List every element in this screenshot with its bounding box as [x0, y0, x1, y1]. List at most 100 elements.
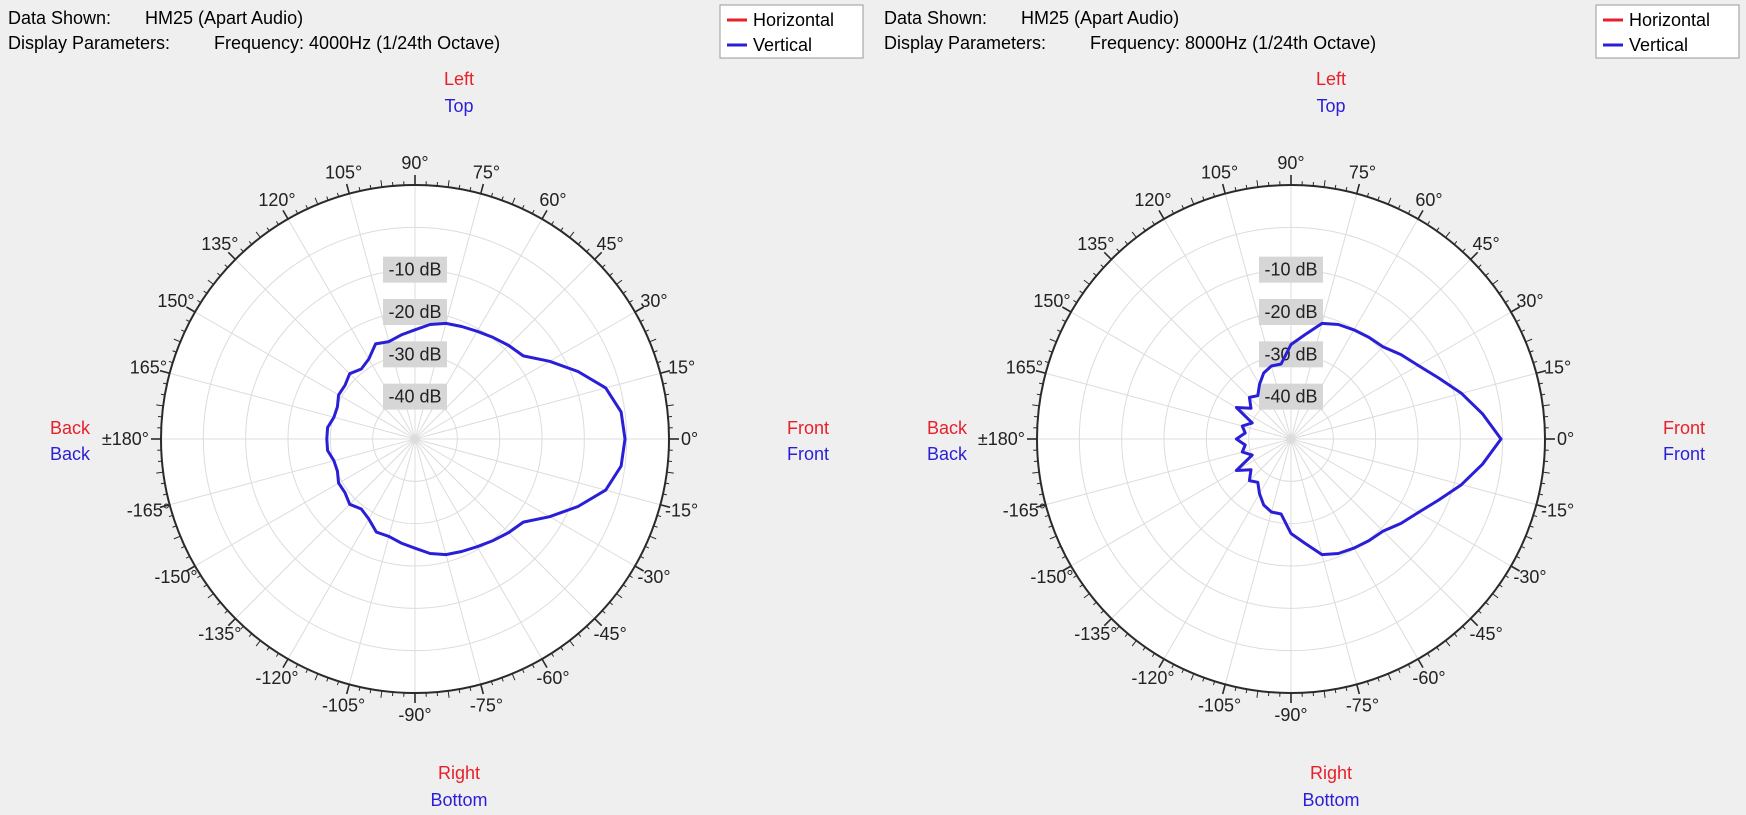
angle-tick-mark — [1116, 248, 1120, 253]
angle-tick-mark — [163, 382, 168, 385]
angle-tick-mark — [1190, 197, 1195, 205]
angle-tick-label: 0° — [1557, 429, 1574, 449]
angle-tick-mark — [1044, 360, 1049, 364]
angle-tick-mark — [1529, 525, 1534, 528]
angle-tick-mark — [469, 686, 472, 691]
radial-label-bg — [383, 383, 447, 410]
angle-tick-mark — [1536, 503, 1547, 509]
angle-tick-mark — [479, 183, 485, 194]
angle-tick-mark — [197, 299, 202, 303]
angle-tick-mark — [156, 404, 164, 407]
angle-tick-label: 45° — [1473, 234, 1500, 254]
angle-tick-mark — [551, 652, 555, 657]
angle-tick-mark — [458, 689, 461, 694]
angle-tick-label: -90° — [398, 705, 431, 725]
angle-tick-mark — [511, 673, 516, 681]
angle-tick-mark — [531, 664, 535, 669]
angle-tick-mark — [490, 192, 494, 197]
angle-tick-label: 165° — [130, 358, 167, 378]
angle-tick-mark — [1202, 196, 1205, 201]
angle-tick-mark — [1520, 545, 1526, 549]
angle-tick-mark — [501, 677, 504, 682]
angle-tick-mark — [305, 668, 309, 674]
angle-tick-mark — [217, 601, 221, 606]
angle-tick-mark — [1212, 192, 1216, 197]
angle-tick-mark — [1158, 209, 1165, 220]
angle-tick-mark — [336, 681, 340, 686]
angle-tick-mark — [1417, 658, 1424, 669]
orientation-left-horizontal: Back — [50, 418, 91, 438]
angle-tick-mark — [380, 690, 383, 698]
angle-tick-label: 75° — [1349, 162, 1376, 182]
angle-tick-mark — [295, 664, 299, 669]
angle-tick-mark — [1516, 319, 1521, 323]
angle-tick-label: 60° — [539, 190, 566, 210]
orientation-bottom-horizontal: Right — [1310, 763, 1352, 783]
angle-tick-mark — [1323, 180, 1326, 188]
angle-tick-mark — [358, 187, 361, 192]
angle-tick-mark — [240, 625, 244, 630]
angle-tick-mark — [1529, 350, 1534, 353]
angle-tick-label: 15° — [1544, 358, 1571, 378]
angle-tick-mark — [1049, 338, 1057, 343]
angle-tick-mark — [1100, 264, 1105, 268]
angle-tick-mark — [1498, 290, 1503, 294]
angle-tick-label: 150° — [157, 291, 194, 311]
angle-tick-mark — [173, 338, 181, 343]
angle-tick-mark — [1061, 306, 1072, 313]
angle-tick-mark — [1256, 180, 1259, 188]
angle-tick-mark — [666, 404, 674, 407]
angle-tick-mark — [569, 231, 575, 238]
angle-tick-mark — [1049, 535, 1057, 540]
radial-label-bg — [1259, 299, 1323, 325]
angle-tick-mark — [622, 584, 627, 588]
angle-tick-mark — [314, 673, 319, 681]
angle-tick-mark — [1355, 183, 1361, 194]
angle-tick-mark — [168, 514, 173, 518]
orientation-left-vertical: Back — [927, 444, 968, 464]
angle-tick-mark — [662, 382, 667, 385]
angle-tick-mark — [1436, 227, 1440, 232]
angle-tick-mark — [1470, 618, 1479, 627]
angle-tick-mark — [634, 306, 645, 313]
angle-tick-label: -165° — [1003, 500, 1046, 520]
orientation-top-vertical: Top — [444, 96, 473, 116]
angle-tick-mark — [1525, 535, 1533, 540]
angle-tick-mark — [665, 482, 670, 485]
orientation-bottom-horizontal: Right — [438, 763, 480, 783]
angle-tick-mark — [203, 584, 208, 588]
angle-tick-mark — [551, 221, 555, 226]
angle-tick-mark — [1516, 555, 1521, 559]
angle-tick-label: -165° — [127, 500, 170, 520]
angle-tick-mark — [1039, 493, 1044, 496]
angle-tick-mark — [1221, 684, 1227, 695]
angle-tick-mark — [577, 633, 582, 637]
angle-tick-mark — [1397, 204, 1401, 210]
angle-tick-label: -30° — [1513, 567, 1546, 587]
orientation-top-horizontal: Left — [444, 69, 474, 89]
angle-tick-label: -105° — [1198, 696, 1241, 716]
angle-tick-mark — [490, 681, 494, 686]
angle-tick-label: -150° — [1030, 567, 1073, 587]
angle-tick-mark — [1334, 184, 1337, 189]
angle-tick-mark — [569, 640, 575, 647]
legend-horizontal-label: Horizontal — [753, 10, 834, 30]
angle-tick-mark — [1079, 584, 1084, 588]
angle-tick-mark — [662, 493, 667, 496]
angle-tick-mark — [616, 593, 623, 599]
angle-tick-mark — [160, 482, 165, 485]
angle-tick-mark — [185, 555, 190, 559]
angle-tick-mark — [653, 525, 658, 528]
radial-label-bg — [383, 341, 447, 368]
angle-tick-mark — [660, 503, 671, 509]
angle-tick-label: 120° — [258, 190, 295, 210]
angle-tick-mark — [653, 350, 658, 353]
angle-tick-mark — [345, 183, 351, 194]
angle-tick-mark — [224, 610, 229, 614]
legend — [719, 4, 864, 59]
angle-tick-mark — [1533, 360, 1538, 364]
angle-tick-mark — [609, 272, 613, 277]
angle-tick-mark — [616, 279, 623, 285]
angle-tick-mark — [1151, 652, 1155, 657]
radial-label: -20 dB — [1264, 302, 1317, 322]
